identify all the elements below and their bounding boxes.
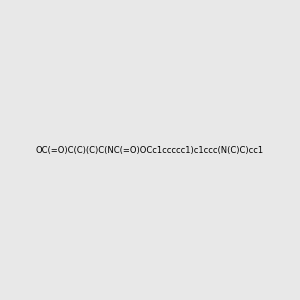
Text: OC(=O)C(C)(C)C(NC(=O)OCc1ccccc1)c1ccc(N(C)C)cc1: OC(=O)C(C)(C)C(NC(=O)OCc1ccccc1)c1ccc(N(… — [36, 146, 264, 154]
